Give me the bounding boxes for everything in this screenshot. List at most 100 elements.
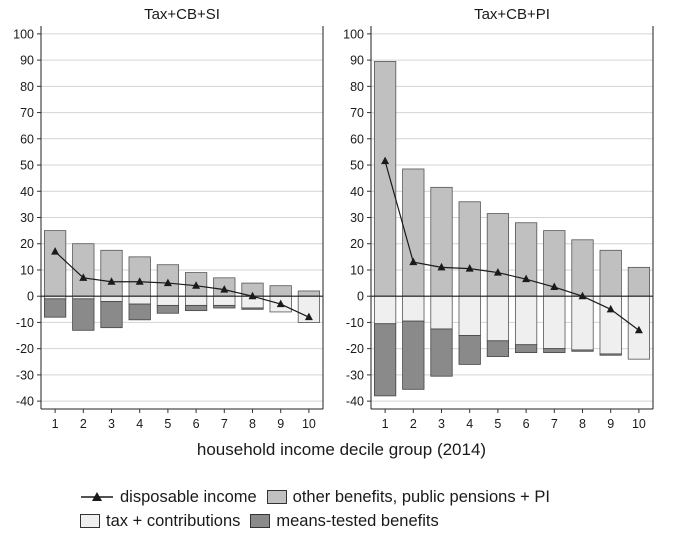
bar-tax-contributions — [373, 295, 397, 325]
bar-other-benefits — [373, 61, 397, 297]
bar-means-tested — [156, 304, 180, 314]
bar-means-tested — [128, 303, 151, 321]
bar-means-tested — [486, 340, 510, 357]
bar-means-tested — [213, 304, 236, 309]
bar-other-benefits — [269, 285, 292, 297]
x-tick-label: 1 — [382, 417, 389, 431]
x-tick-label: 1 — [52, 417, 59, 431]
bar-tax-contributions — [430, 295, 453, 330]
bar-other-benefits — [627, 266, 651, 297]
y-tick-label: -30 — [346, 368, 364, 382]
bar-other-benefits — [128, 256, 151, 297]
bar-tax-contributions — [486, 295, 510, 342]
x-tick-label: 4 — [466, 417, 473, 431]
bar-tax-contributions — [514, 295, 538, 346]
disposable-income-point — [634, 325, 643, 334]
y-tick-label: 50 — [350, 159, 364, 173]
y-tick-label: 20 — [350, 237, 364, 251]
bar-tax-contributions — [128, 295, 151, 305]
y-tick-label: 80 — [20, 80, 34, 94]
disposable-income-point — [550, 282, 559, 291]
y-tick-label: -40 — [346, 395, 364, 409]
bar-other-benefits — [599, 249, 622, 297]
bar-means-tested — [430, 328, 453, 377]
disposable-income-point — [493, 268, 502, 276]
bar-means-tested — [373, 323, 397, 397]
disposable-income-line — [384, 160, 640, 331]
y-tick-label: 60 — [20, 132, 34, 146]
bar-means-tested — [43, 298, 67, 318]
y-tick-label: 70 — [350, 106, 364, 120]
y-tick-label: 0 — [27, 290, 34, 304]
y-tick-label: 30 — [350, 211, 364, 225]
disposable-income-point — [304, 312, 313, 321]
x-tick-label: 8 — [579, 417, 586, 431]
chart-panel-tax-cb-si: Tax+CB+SI -40 -30 -20 -10 0 10 20 30 40 50 60 70 80 90… — [13, 6, 324, 431]
bar-tax-contributions — [402, 295, 425, 322]
bar-means-tested — [184, 304, 208, 312]
y-tick-label: 50 — [20, 159, 34, 173]
y-tick-label: 90 — [350, 54, 364, 68]
disposable-income-point — [276, 299, 285, 308]
x-tick-label: 7 — [221, 417, 228, 431]
y-tick-label: 20 — [20, 237, 34, 251]
bar-means-tested — [571, 349, 594, 352]
bar-other-benefits — [402, 168, 425, 297]
disposable-income-point — [51, 247, 60, 255]
bar-tax-contributions — [213, 295, 236, 306]
disposable-income-point — [192, 281, 201, 289]
y-tick-label: 80 — [350, 80, 364, 94]
disposable-income-point — [248, 291, 257, 300]
x-tick-label: 9 — [277, 417, 284, 431]
disposable-income-point — [409, 257, 418, 266]
y-tick-label: 70 — [20, 106, 34, 120]
bar-means-tested — [543, 348, 566, 353]
bar-means-tested — [402, 320, 425, 390]
bar-other-benefits — [571, 239, 594, 297]
x-axis-caption: household income decile group (2014) — [196, 440, 487, 459]
disposable-income-point — [220, 285, 229, 293]
y-tick-label: 60 — [350, 132, 364, 146]
x-tick-label: 2 — [80, 417, 87, 431]
x-tick-label: 6 — [523, 417, 530, 431]
x-tick-label: 3 — [438, 417, 445, 431]
y-tick-label: 0 — [357, 290, 364, 304]
legend-item-disposable-income: disposable income — [80, 488, 257, 507]
disposable-income-point — [606, 304, 615, 313]
bar-means-tested — [241, 307, 264, 310]
y-tick-label: 10 — [350, 263, 364, 277]
bar-tax-contributions — [458, 295, 481, 336]
bar-other-benefits — [72, 243, 95, 297]
disposable-income-point — [135, 277, 144, 285]
bar-tax-contributions — [571, 295, 594, 351]
y-tick-label: 90 — [20, 54, 34, 68]
legend-item-means-tested: means-tested benefits — [250, 511, 439, 531]
chart-title: Tax+CB+SI — [144, 6, 220, 23]
chart-panel-tax-cb-pi: Tax+CB+PI -40 -30 -20 -10 0 10 20 30 40 50 60 70 80 90… — [343, 6, 654, 431]
bar-means-tested — [458, 335, 481, 365]
swatch-tax-contributions — [80, 514, 100, 528]
y-tick-label: 40 — [350, 185, 364, 199]
y-tick-label: -20 — [16, 342, 34, 356]
legend-item-tax-contributions: tax + contributions — [80, 512, 240, 531]
bar-means-tested — [72, 298, 95, 331]
x-tick-label: 10 — [632, 417, 646, 431]
y-tick-label: -20 — [346, 342, 364, 356]
decile-charts: Tax+CB+SI-40-30-20-100102030405060708090… — [13, 6, 654, 431]
x-tick-label: 10 — [302, 417, 316, 431]
disposable-income-point — [107, 277, 116, 285]
disposable-income-point — [465, 264, 474, 272]
y-tick-label: 40 — [20, 185, 34, 199]
legend-label-disposable-income: disposable income — [120, 487, 257, 506]
disposable-income-point — [578, 291, 587, 300]
y-tick-label: 100 — [13, 27, 34, 41]
legend-label-means-tested: means-tested benefits — [276, 511, 439, 530]
bar-means-tested — [599, 353, 622, 356]
line-triangle-icon — [81, 492, 113, 501]
bar-other-benefits — [430, 186, 453, 297]
bar-tax-contributions — [156, 295, 180, 306]
disposable-income-point — [79, 273, 88, 281]
bar-means-tested — [514, 344, 538, 353]
legend-label-tax-contributions: tax + contributions — [106, 511, 241, 530]
bar-other-benefits — [297, 290, 321, 297]
